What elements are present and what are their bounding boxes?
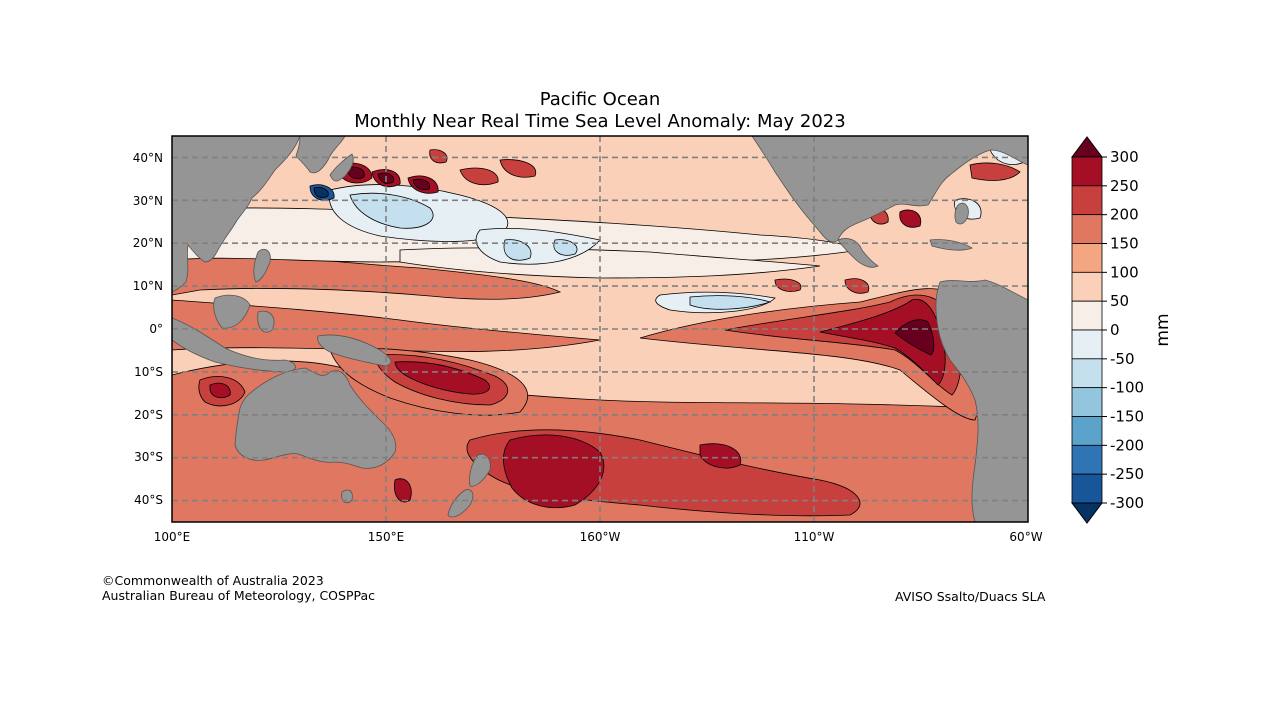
lat-tick: 0° [149,322,163,336]
anomaly-contour [503,434,605,509]
lat-tick: 20°S [134,408,163,422]
anomaly-contour [394,361,490,395]
graticule [172,136,1028,522]
colorbar-tick-label: 200 [1110,206,1139,224]
colorbar-swatch [1071,300,1103,331]
colorbar-swatch [1071,243,1103,273]
land-mass [929,239,973,251]
land-mass [295,136,346,174]
colorbar-tick-label: 300 [1110,148,1139,166]
land-mass [751,136,1028,243]
anomaly-contour [503,239,532,261]
anomaly-contour [313,187,329,198]
colorbar-swatches [1071,136,1103,524]
colorbar-tick-label: 150 [1110,235,1139,253]
map-plot-area [172,136,1028,522]
lat-tick: 40°S [134,493,163,507]
anomaly-contour [689,295,772,310]
lat-tick: 10°S [134,365,163,379]
colorbar-tick-labels: 300 250 200 150 100 50 0 -50 -100 -150 -200 -250 -30… [1102,148,1144,512]
colorbar-swatch [1071,387,1103,417]
figure-title-line2: Monthly Near Real Time Sea Level Anomaly… [354,111,845,132]
colorbar-swatch [1071,185,1103,216]
land-mass [954,202,969,225]
land-mass [935,279,1028,522]
land-mass [234,367,397,469]
anomaly-contour [553,239,578,256]
colorbar-tick-label: 250 [1110,177,1139,195]
land-mass [257,310,275,333]
colorbar-unit-label: mm [1153,313,1173,346]
colorbar-tick-label: 50 [1110,292,1129,310]
anomaly-contour [899,209,922,228]
colorbar-swatch [1071,214,1103,244]
copyright-text: ©Commonwealth of Australia 2023 [102,573,324,588]
credit-block: ©Commonwealth of Australia 2023 Australi… [102,573,375,603]
colorbar-tick-label: -100 [1110,379,1144,397]
lat-tick: 30°N [133,194,163,208]
agency-text: Australian Bureau of Meteorology, COSPPa… [102,588,375,603]
colorbar-tick-label: -150 [1110,408,1144,426]
colorbar-swatch [1071,271,1103,302]
land-mass [317,334,392,367]
map-frame [171,135,1029,523]
colorbar: 300 250 200 150 100 50 0 -50 -100 -150 -200 -250 -30… [1071,136,1173,524]
colorbar-swatch [1071,473,1103,504]
colorbar-tick-label: -50 [1110,350,1135,368]
colorbar-swatch [1071,329,1103,360]
lon-tick-labels: 100°E 150°E 160°W 110°W 60°W [154,530,1043,544]
lon-tick: 100°E [154,530,191,544]
colorbar-extend-min [1071,502,1103,524]
anomaly-contour [412,178,431,190]
colorbar-tick-label: 100 [1110,263,1139,281]
land-masses [172,136,1028,522]
land-mass [172,317,296,373]
data-source-text: AVISO Ssalto/Duacs SLA [895,589,1046,604]
colorbar-tick-label: 0 [1110,321,1120,339]
colorbar-swatch [1071,416,1103,446]
anomaly-contour [349,192,434,229]
lon-tick: 160°W [580,530,621,544]
lon-tick: 110°W [794,530,835,544]
anomaly-contour [394,478,412,503]
colorbar-swatch [1071,444,1103,475]
anomaly-contour [459,167,499,186]
lon-tick: 150°E [368,530,405,544]
lat-tick: 10°N [133,279,163,293]
land-mass [253,248,271,283]
colorbar-swatch [1071,358,1103,389]
lat-tick-labels: 40°N 30°N 20°N 10°N 0° 10°S 20°S 30°S 40… [133,151,163,507]
anomaly-contour [346,166,365,180]
anomaly-contour [699,443,742,469]
land-mass [213,294,251,329]
figure-title-line1: Pacific Ocean [540,89,661,110]
colorbar-swatch [1071,156,1103,187]
anomaly-contour [969,162,1021,181]
land-mass [329,153,354,182]
anomaly-contour [499,159,537,178]
colorbar-tick-label: -250 [1110,465,1144,483]
colorbar-tick-label: -300 [1110,494,1144,512]
lat-tick: 40°N [133,151,163,165]
colorbar-tick-label: -200 [1110,436,1144,454]
lat-tick: 20°N [133,236,163,250]
anomaly-contour [209,382,231,399]
colorbar-extend-max [1071,136,1103,158]
lon-tick: 60°W [1009,530,1042,544]
land-mass [172,136,301,293]
anomaly-contour [429,149,448,164]
lat-tick: 30°S [134,450,163,464]
